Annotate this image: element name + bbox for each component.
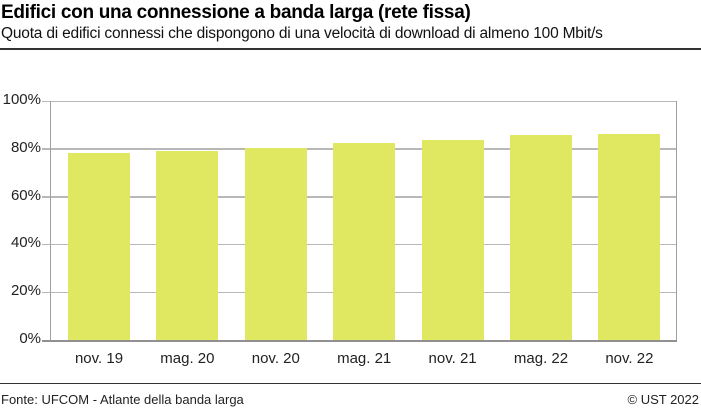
x-tick-label: nov. 19 xyxy=(74,350,124,367)
bar-mag-22 xyxy=(510,134,572,340)
bar-nov-22 xyxy=(598,133,661,340)
bar-mag-20 xyxy=(156,150,219,340)
footer-divider xyxy=(0,383,701,384)
y-tick-label: 100% xyxy=(2,91,41,108)
bar-nov-21 xyxy=(421,139,484,340)
x-tick-label: mag. 20 xyxy=(160,350,215,367)
bar-nov-20 xyxy=(244,148,307,340)
source-note: Fonte: UFCOM - Atlante della banda larga xyxy=(1,392,244,407)
x-tick-label: nov. 20 xyxy=(251,350,300,367)
copyright-note: © UST 2022 xyxy=(627,392,700,407)
y-tick-label: 0% xyxy=(19,330,41,347)
bar-mag-21 xyxy=(333,143,396,340)
y-tick-label: 20% xyxy=(10,282,41,300)
y-tick-label: 60% xyxy=(10,186,41,204)
x-tick-label: nov. 21 xyxy=(428,350,477,367)
gridline xyxy=(42,100,677,102)
x-tick-label: mag. 21 xyxy=(337,350,392,367)
bar-nov-19 xyxy=(68,153,130,340)
x-tick-label: mag. 22 xyxy=(513,350,569,367)
chart-subtitle: Quota di edifici connessi che dispongono… xyxy=(1,25,603,42)
y-tick-label: 80% xyxy=(10,138,41,156)
x-tick-label: nov. 22 xyxy=(605,350,654,367)
y-tick-label: 40% xyxy=(10,234,41,252)
chart-title: Edifici con una connessione a banda larg… xyxy=(1,2,471,23)
x-axis-baseline xyxy=(42,340,677,342)
header-divider xyxy=(0,48,701,50)
plot-area xyxy=(50,101,677,340)
